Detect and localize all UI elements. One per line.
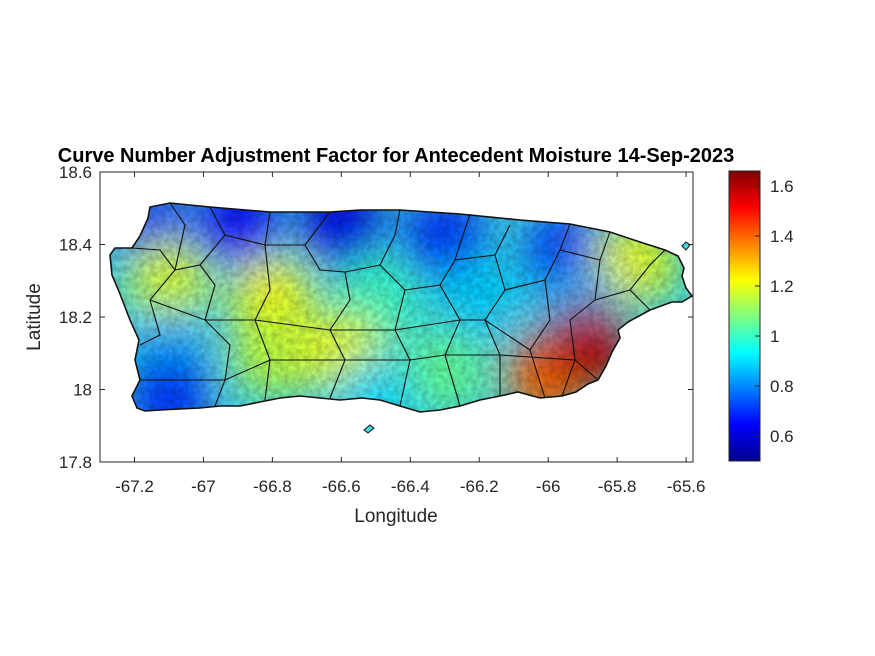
- colorbar-gradient: [728, 170, 761, 462]
- boundary-line: [594, 249, 666, 301]
- boundary-line: [224, 234, 271, 401]
- boundary-line: [169, 202, 186, 271]
- islet: [363, 424, 375, 434]
- colorbar-ticks: 0.6 0.8 1 1.2 1.4 1.6: [755, 177, 794, 446]
- x-tick-label: -66.2: [460, 477, 499, 496]
- boundary-line: [265, 244, 351, 399]
- x-tick-label: -65.8: [598, 477, 637, 496]
- boundary-line: [439, 284, 461, 407]
- colorbar-tick-label: 1.6: [770, 177, 794, 196]
- y-tick-label: 18: [73, 381, 92, 400]
- boundary-line: [264, 211, 271, 246]
- x-axis-label: Longitude: [354, 506, 437, 527]
- x-tick-label: -65.6: [667, 477, 706, 496]
- boundary-line: [561, 259, 601, 397]
- chart-title: Curve Number Adjustment Factor for Antec…: [58, 145, 734, 167]
- boundary-line: [304, 211, 331, 246]
- x-tick-label: -67.2: [115, 477, 154, 496]
- boundary-line: [504, 223, 571, 291]
- x-tick-label: -66.6: [322, 477, 361, 496]
- island-coastline: [109, 202, 694, 413]
- x-tick-label: -66.4: [391, 477, 430, 496]
- boundary-line: [529, 279, 551, 399]
- colorbar-tick-label: 1.4: [770, 227, 794, 246]
- colorbar: 0.6 0.8 1 1.2 1.4 1.6: [728, 170, 794, 462]
- colorbar-tick-label: 0.8: [770, 377, 794, 396]
- boundary-line: [344, 209, 401, 273]
- y-tick-label: 18.4: [59, 236, 92, 255]
- x-axis-ticks: -67.2 -67 -66.8 -66.6 -66.4 -66.2 -66 -65.8 -65.…: [115, 172, 705, 496]
- x-tick-label: -67: [191, 477, 216, 496]
- boundary-line: [149, 299, 531, 351]
- y-axis-ticks: 17.8 18 18.2 18.4 18.6: [59, 163, 693, 472]
- boundary-line: [140, 354, 599, 381]
- municipality-boundaries: [109, 202, 694, 413]
- boundary-line: [404, 213, 471, 291]
- boundary-line: [131, 247, 176, 346]
- y-tick-label: 18.6: [59, 163, 92, 182]
- x-tick-label: -66: [536, 477, 561, 496]
- y-tick-label: 17.8: [59, 453, 92, 472]
- colorbar-tick-label: 0.6: [770, 427, 794, 446]
- boundary-line: [629, 289, 651, 311]
- x-tick-label: -66.8: [253, 477, 292, 496]
- colorbar-tick-label: 1.2: [770, 277, 794, 296]
- y-tick-label: 18.2: [59, 308, 92, 327]
- colorbar-tick-label: 1: [770, 327, 779, 346]
- y-axis-label: Latitude: [24, 283, 45, 351]
